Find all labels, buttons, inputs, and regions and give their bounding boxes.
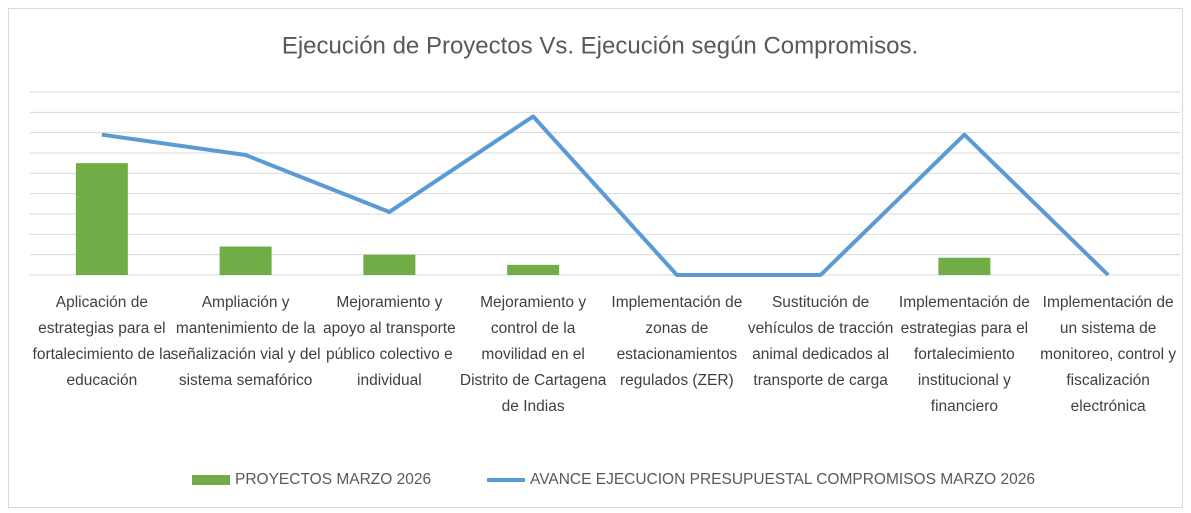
line bbox=[101, 114, 1110, 277]
bar bbox=[938, 257, 991, 275]
bar bbox=[507, 264, 560, 275]
x-tick-label: Ampliación y mantenimiento de la señaliz… bbox=[170, 294, 321, 389]
x-tick-label: Implementación de estrategias para el fo… bbox=[898, 294, 1030, 415]
chart-title: Ejecución de Proyectos Vs. Ejecución seg… bbox=[282, 32, 918, 59]
x-tick-label: Mejoramiento y control de la movilidad e… bbox=[459, 294, 607, 415]
bar bbox=[75, 163, 128, 275]
x-tick-label: Implementación de un sistema de monitore… bbox=[1040, 294, 1177, 415]
legend-label: AVANCE EJECUCION PRESUPUESTAL COMPROMISO… bbox=[530, 471, 1035, 488]
chart-border bbox=[8, 8, 1183, 508]
x-tick-label: Implementación de zonas de estacionamien… bbox=[611, 294, 743, 389]
x-tick-label: Mejoramiento y apoyo al transporte públi… bbox=[323, 294, 456, 389]
legend-label: PROYECTOS MARZO 2026 bbox=[235, 471, 431, 488]
legend-swatch bbox=[192, 475, 230, 485]
bar bbox=[219, 246, 272, 275]
bar bbox=[363, 254, 416, 275]
x-tick-label: Aplicación de estrategias para el fortal… bbox=[32, 294, 172, 389]
x-tick-label: Sustitución de vehículos de tracción ani… bbox=[747, 294, 894, 389]
